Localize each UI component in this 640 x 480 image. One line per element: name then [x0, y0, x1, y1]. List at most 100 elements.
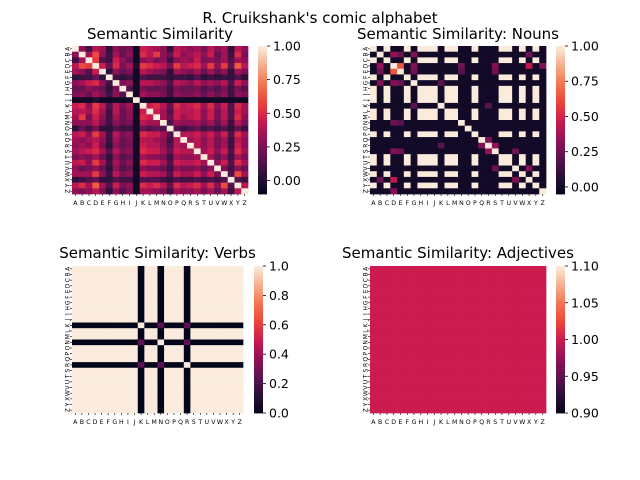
heatmap-cell [383, 176, 391, 183]
colorbar-segment [556, 334, 565, 338]
colorbar-segment [556, 134, 565, 138]
heatmap-cell [370, 401, 378, 408]
heatmap-cell [164, 339, 172, 346]
heatmap-cell [105, 182, 113, 189]
heatmap-cell [390, 311, 398, 318]
heatmap-cell [234, 171, 242, 178]
heatmap-cell [193, 57, 201, 64]
heatmap-cell [464, 154, 472, 161]
heatmap-cell [99, 154, 107, 161]
heatmap-cell [85, 182, 93, 189]
heatmap-cell [498, 46, 506, 53]
colorbar-segment [556, 395, 565, 399]
heatmap-cell [160, 148, 168, 155]
heatmap-cell [451, 171, 459, 178]
heatmap-cell [424, 271, 432, 278]
heatmap-cell [85, 80, 93, 87]
heatmap-cell [376, 68, 384, 75]
heatmap-cell [498, 176, 506, 183]
heatmap-cell [397, 299, 405, 306]
heatmap-cell [223, 379, 231, 386]
heatmap-cell [376, 316, 384, 323]
heatmap-cell [170, 339, 178, 346]
heatmap-cell [491, 176, 499, 183]
heatmap-cell [518, 373, 527, 380]
colorbar-tick-label: 0.25 [571, 144, 599, 159]
heatmap-cell [430, 91, 439, 98]
heatmap-cell [458, 379, 466, 386]
heatmap-cell [131, 288, 139, 295]
heatmap-cell [112, 154, 120, 161]
heatmap-cell [424, 85, 432, 92]
heatmap-cell [376, 148, 384, 155]
colorbar-segment [556, 152, 565, 155]
colorbar-segment [258, 174, 267, 178]
heatmap-cell [153, 148, 161, 155]
heatmap-cell [85, 299, 93, 306]
colorbar-segment [258, 144, 267, 148]
y-tick-label: Y [65, 402, 72, 407]
x-tick-label: F [107, 200, 111, 207]
heatmap-cell [397, 154, 405, 161]
heatmap-cell [491, 271, 499, 278]
heatmap-cell [410, 356, 418, 363]
heatmap-cell [173, 120, 181, 127]
heatmap-cell [85, 339, 93, 346]
heatmap-cell [157, 390, 165, 397]
heatmap-cell [410, 85, 418, 92]
y-tick-label: G [65, 80, 72, 85]
heatmap-cell [458, 282, 466, 289]
heatmap-cell [183, 311, 191, 318]
heatmap-cell [410, 299, 418, 306]
heatmap-cell [157, 379, 165, 386]
heatmap-cell [403, 171, 411, 178]
heatmap-cell [180, 85, 188, 92]
heatmap-cell [478, 142, 486, 149]
heatmap-cell [99, 51, 107, 58]
heatmap-cell [485, 114, 493, 121]
heatmap-cell [214, 137, 222, 144]
heatmap-cell [458, 137, 466, 144]
colorbar-segment [556, 273, 565, 277]
colorbar-segment [556, 73, 565, 76]
heatmap-cell [170, 390, 178, 397]
heatmap-cell [437, 328, 445, 335]
heatmap-cell [170, 345, 178, 352]
heatmap-cell [207, 102, 215, 109]
heatmap-cell [397, 57, 405, 64]
heatmap-cell [376, 171, 384, 178]
y-tick-label: U [363, 380, 370, 384]
heatmap-cell [498, 266, 506, 272]
heatmap-cell [78, 148, 86, 155]
y-tick-label: B [65, 52, 72, 56]
heatmap-cell [85, 356, 93, 363]
heatmap-cell [505, 316, 513, 323]
heatmap-cell [72, 390, 79, 397]
heatmap-cell [131, 305, 139, 312]
heatmap-cell [485, 154, 493, 161]
heatmap-cell [390, 350, 398, 357]
y-tick-label: R [65, 363, 72, 367]
heatmap-cell [437, 362, 445, 369]
heatmap-cell [187, 148, 195, 155]
heatmap-cell [98, 350, 106, 357]
x-tick-label: U [507, 419, 512, 426]
heatmap-cell [430, 108, 439, 115]
heatmap-cell [376, 401, 384, 408]
colorbar-segment [254, 285, 263, 289]
heatmap-cell [390, 68, 398, 75]
heatmap-cell [390, 328, 398, 335]
heatmap-cell [92, 80, 100, 87]
heatmap-cell [491, 350, 499, 357]
heatmap-cell [72, 367, 79, 374]
heatmap-cell [139, 142, 147, 149]
heatmap-cell [173, 108, 181, 115]
heatmap-cell [132, 51, 141, 58]
heatmap-cell [491, 282, 499, 289]
x-tick-label: G [412, 200, 417, 207]
heatmap-cell [177, 311, 185, 318]
heatmap-cell [410, 120, 418, 127]
heatmap-cell [397, 266, 405, 272]
y-tick-label: Y [363, 402, 370, 407]
